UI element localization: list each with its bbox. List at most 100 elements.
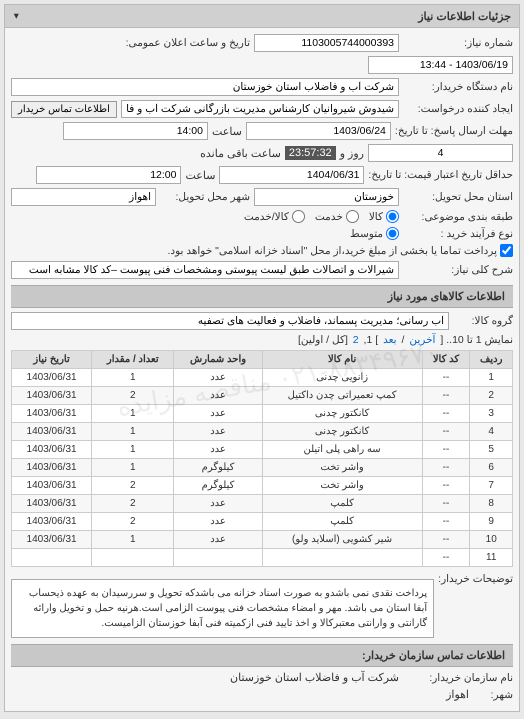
province-label: استان محل تحویل: bbox=[403, 191, 513, 203]
table-cell: -- bbox=[422, 495, 470, 513]
table-header: کد کالا bbox=[422, 351, 470, 369]
pager-next-link[interactable]: بعد bbox=[383, 334, 397, 346]
goods-section-title: اطلاعات کالاهای مورد نیاز bbox=[11, 285, 513, 308]
buy-type-radio-0[interactable]: متوسط bbox=[350, 227, 399, 240]
table-cell bbox=[262, 549, 422, 567]
table-row[interactable]: 6--واشر تختکیلوگرم11403/06/31 bbox=[12, 459, 513, 477]
pack-label: طبقه بندی موضوعی: bbox=[403, 211, 513, 223]
time-label-1: ساعت bbox=[212, 125, 242, 138]
table-row[interactable]: 1--زانویی چدنیعدد11403/06/31 bbox=[12, 369, 513, 387]
table-cell: 2 bbox=[470, 387, 513, 405]
req-no-field[interactable] bbox=[254, 34, 399, 52]
table-cell bbox=[174, 549, 262, 567]
table-row[interactable]: 2--کمپ تعمیراتی چدن داکتیلعدد21403/06/31 bbox=[12, 387, 513, 405]
table-cell: 1403/06/31 bbox=[12, 405, 92, 423]
table-cell: کمپ تعمیراتی چدن داکتیل bbox=[262, 387, 422, 405]
table-cell: 1403/06/31 bbox=[12, 423, 92, 441]
table-cell: 2 bbox=[92, 477, 174, 495]
table-cell: عدد bbox=[174, 531, 262, 549]
table-cell: 1403/06/31 bbox=[12, 513, 92, 531]
pack-radio-1[interactable]: خدمت bbox=[315, 210, 359, 223]
table-header: تاریخ نیاز bbox=[12, 351, 92, 369]
pack-radio-2[interactable]: کالا/خدمت bbox=[244, 210, 305, 223]
table-row[interactable]: 3--کانکتور چدنیعدد11403/06/31 bbox=[12, 405, 513, 423]
requester-field[interactable] bbox=[121, 100, 399, 118]
table-cell: 1403/06/31 bbox=[12, 495, 92, 513]
table-cell: کیلوگرم bbox=[174, 477, 262, 495]
table-cell: -- bbox=[422, 549, 470, 567]
price-validity-label: حداقل تاریخ اعتبار قیمت: تا تاریخ: bbox=[368, 169, 513, 181]
desc-field[interactable] bbox=[11, 261, 399, 279]
deadline-reply-label: مهلت ارسال پاسخ: تا تاریخ: bbox=[395, 125, 513, 137]
price-validity-date[interactable] bbox=[219, 166, 364, 184]
table-cell: 4 bbox=[470, 423, 513, 441]
panel-header: جزئیات اطلاعات نیاز ▾ bbox=[5, 5, 519, 28]
group-field[interactable] bbox=[11, 312, 449, 330]
table-cell: -- bbox=[422, 369, 470, 387]
treasury-checkbox[interactable]: پرداخت تماما یا بخشی از مبلغ خرید،از محل… bbox=[167, 244, 513, 257]
table-header: نام کالا bbox=[262, 351, 422, 369]
table-cell: عدد bbox=[174, 441, 262, 459]
table-row[interactable]: 7--واشر تختکیلوگرم21403/06/31 bbox=[12, 477, 513, 495]
table-header: واحد شمارش bbox=[174, 351, 262, 369]
deadline-reply-time[interactable] bbox=[63, 122, 208, 140]
table-row[interactable]: 9--کلمپعدد21403/06/31 bbox=[12, 513, 513, 531]
table-cell: 3 bbox=[470, 405, 513, 423]
buyer-field[interactable] bbox=[11, 78, 399, 96]
table-cell: -- bbox=[422, 477, 470, 495]
table-row[interactable]: 5--سه راهی پلی اتیلنعدد11403/06/31 bbox=[12, 441, 513, 459]
collapse-icon[interactable]: ▾ bbox=[13, 9, 20, 23]
table-cell: کیلوگرم bbox=[174, 459, 262, 477]
province-field[interactable] bbox=[254, 188, 399, 206]
table-cell: 11 bbox=[470, 549, 513, 567]
time-label-2: ساعت bbox=[185, 169, 215, 182]
table-cell: 1403/06/31 bbox=[12, 459, 92, 477]
table-cell: 1403/06/31 bbox=[12, 441, 92, 459]
city-field[interactable] bbox=[11, 188, 156, 206]
table-cell: کلمپ bbox=[262, 513, 422, 531]
table-row[interactable]: 4--کانکتور چدنیعدد11403/06/31 bbox=[12, 423, 513, 441]
pub-time-label: تاریخ و ساعت اعلان عمومی: bbox=[110, 37, 250, 49]
table-cell: -- bbox=[422, 387, 470, 405]
pack-radio-0[interactable]: کالا bbox=[369, 210, 399, 223]
deadline-reply-date[interactable] bbox=[246, 122, 391, 140]
table-cell: 1 bbox=[92, 405, 174, 423]
table-cell: 1 bbox=[92, 459, 174, 477]
table-cell: زانویی چدنی bbox=[262, 369, 422, 387]
buyer-label: نام دستگاه خریدار: bbox=[403, 81, 513, 93]
pub-time-field[interactable] bbox=[368, 56, 513, 74]
table-cell: -- bbox=[422, 459, 470, 477]
table-cell: واشر تخت bbox=[262, 459, 422, 477]
city-label: شهر محل تحویل: bbox=[160, 191, 250, 203]
table-cell: 5 bbox=[470, 441, 513, 459]
price-validity-time[interactable] bbox=[36, 166, 181, 184]
table-cell: کلمپ bbox=[262, 495, 422, 513]
pager-last-link[interactable]: آخرین bbox=[409, 334, 435, 346]
days-remain-label: روز و bbox=[340, 147, 364, 160]
table-cell: 2 bbox=[92, 387, 174, 405]
table-cell: عدد bbox=[174, 423, 262, 441]
org-value: شرکت آب و فاضلاب استان خوزستان bbox=[230, 671, 399, 684]
table-cell: -- bbox=[422, 441, 470, 459]
table-cell: -- bbox=[422, 531, 470, 549]
req-no-label: شماره نیاز: bbox=[403, 37, 513, 49]
pager: نمایش 1 تا 10.. [ آخرین / بعد ] 1, 2 [کل… bbox=[11, 334, 513, 346]
buyer-contact-button[interactable]: اطلاعات تماس خریدار bbox=[11, 101, 117, 118]
table-row[interactable]: 11-- bbox=[12, 549, 513, 567]
countdown-timer: 23:57:32 bbox=[285, 146, 336, 160]
table-cell: شیر کشویی (اسلاید ولو) bbox=[262, 531, 422, 549]
goods-table: ردیفکد کالانام کالاواحد شمارشتعداد / مقد… bbox=[11, 350, 513, 567]
table-cell: 1403/06/31 bbox=[12, 531, 92, 549]
table-cell: 1 bbox=[92, 441, 174, 459]
table-cell: 9 bbox=[470, 513, 513, 531]
desc-label: شرح کلی نیاز: bbox=[403, 264, 513, 276]
table-cell: 1 bbox=[470, 369, 513, 387]
table-cell: 2 bbox=[92, 495, 174, 513]
notes-text: پرداخت نقدی نمی باشدو به صورت اسناد خزان… bbox=[11, 579, 434, 638]
pager-page2-link[interactable]: 2 bbox=[353, 334, 359, 346]
table-row[interactable]: 8--کلمپعدد21403/06/31 bbox=[12, 495, 513, 513]
table-cell: 1403/06/31 bbox=[12, 477, 92, 495]
table-row[interactable]: 10--شیر کشویی (اسلاید ولو)عدد11403/06/31 bbox=[12, 531, 513, 549]
table-cell bbox=[92, 549, 174, 567]
table-cell: -- bbox=[422, 405, 470, 423]
